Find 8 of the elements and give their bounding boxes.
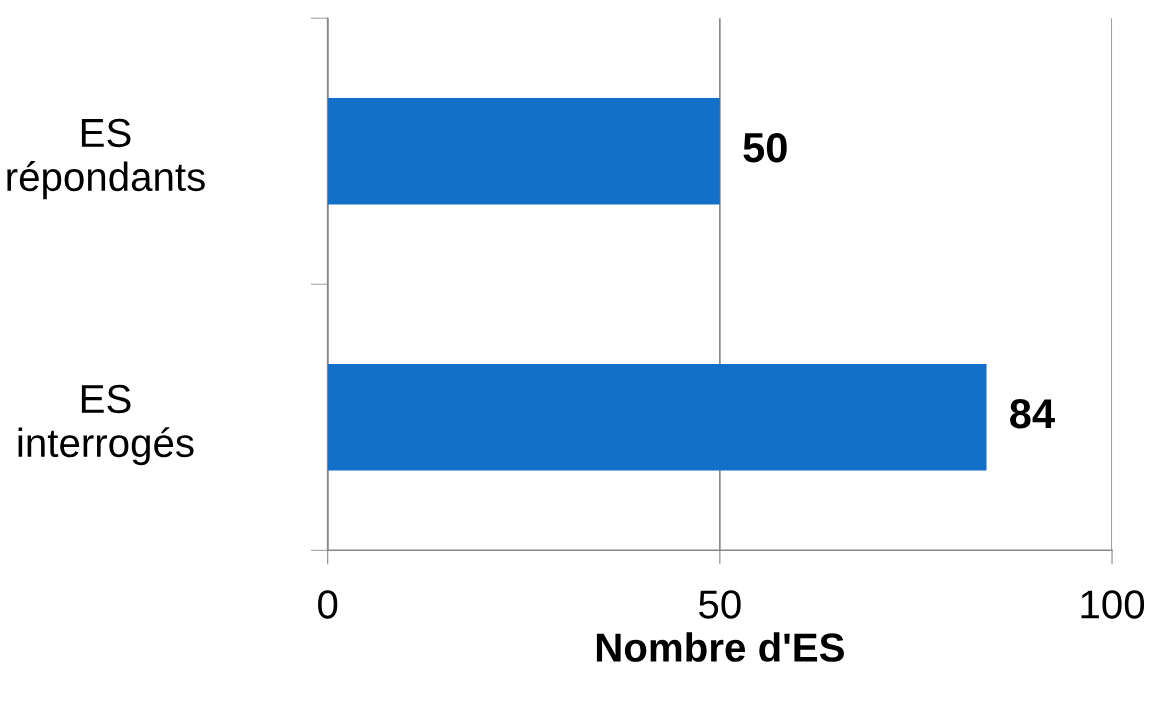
x-tick-label: 50 bbox=[699, 590, 741, 619]
y-tick-label: ES répondants bbox=[7, 118, 205, 200]
y-tick-label: ES interrogés bbox=[18, 384, 194, 466]
data-label: 50 bbox=[743, 132, 787, 163]
x-tick-label: 100 bbox=[1081, 590, 1145, 619]
x-tick-label: 0 bbox=[318, 590, 338, 619]
x-axis-title: Nombre d'ES bbox=[596, 632, 844, 662]
data-label: 84 bbox=[1010, 398, 1055, 429]
